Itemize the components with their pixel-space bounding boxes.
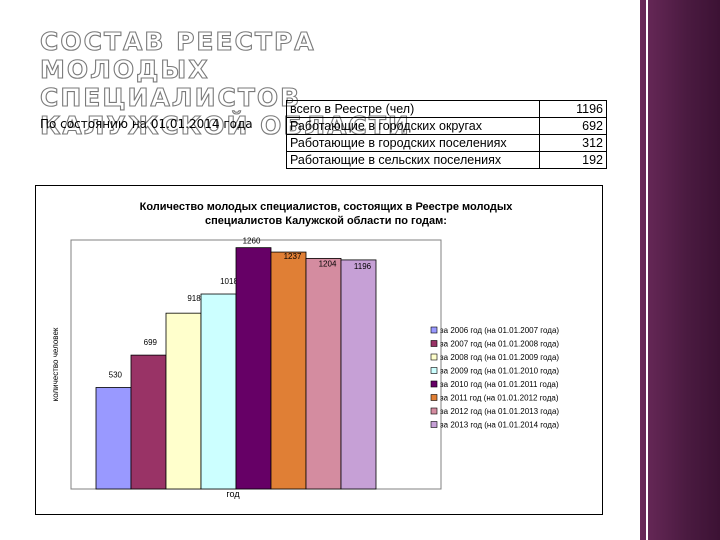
legend-swatch xyxy=(430,421,438,428)
legend-entry: за 2012 год (на 01.01.2013 года) xyxy=(440,407,559,416)
bar-3 xyxy=(165,312,202,490)
registry-summary-table: всего в Реестре (чел) 1196 Работающие в го… xyxy=(286,100,607,169)
chart-title: специалистов Калужской области по годам: xyxy=(205,215,447,227)
band-divider-line xyxy=(646,0,648,540)
legend-swatch xyxy=(430,407,438,415)
bar-4 xyxy=(200,293,237,490)
bar-chart: Количество молодых специалистов, состоящ… xyxy=(51,201,559,499)
legend-entry: за 2009 год (на 01.01.2010 года) xyxy=(440,367,559,376)
x-axis-label: год xyxy=(226,489,240,499)
legend-entry: за 2013 год (на 01.01.2014 года) xyxy=(440,421,559,430)
bar-value-label: 1018 xyxy=(220,277,238,286)
bar-value-label: 1237 xyxy=(284,252,302,261)
chart-title: Количество молодых специалистов, состоящ… xyxy=(140,201,514,213)
bar-5 xyxy=(235,247,272,490)
registry-row-value: 312 xyxy=(539,134,607,152)
legend-entry: за 2007 год (на 01.01.2008 года) xyxy=(440,340,559,349)
registry-row-value: 1196 xyxy=(539,100,607,118)
bar-value-label: 918 xyxy=(187,294,201,303)
registry-row: Работающие в сельских поселениях 192 xyxy=(286,151,607,169)
legend-swatch xyxy=(430,367,438,374)
bar-value-label: 699 xyxy=(144,338,158,347)
bar-value-label: 1196 xyxy=(354,262,372,271)
bar-7 xyxy=(305,257,342,490)
registry-row-label: Работающие в городских поселениях xyxy=(286,134,540,152)
registry-row-label: всего в Реестре (чел) xyxy=(286,100,540,118)
decorative-side-band xyxy=(640,0,720,540)
registry-row: всего в Реестре (чел) 1196 xyxy=(286,100,607,118)
bar-2 xyxy=(130,354,167,490)
slide-subtitle: По состоянию на 01.01.2014 года xyxy=(40,117,253,131)
legend-entry: за 2008 год (на 01.01.2009 года) xyxy=(440,353,559,362)
legend-swatch xyxy=(430,353,438,361)
bar-value-label: 1204 xyxy=(319,259,337,268)
chart-area: Количество молодых специалистов, состоящ… xyxy=(35,185,603,515)
bar-8 xyxy=(340,259,377,490)
bar-6 xyxy=(270,251,307,490)
legend-entry: за 2011 год (на 01.01.2012 года) xyxy=(440,394,559,403)
registry-row: Работающие в городских поселениях 312 xyxy=(286,134,607,152)
legend-swatch xyxy=(430,326,438,334)
bar-value-label: 530 xyxy=(109,370,123,379)
legend-swatch xyxy=(430,394,438,401)
registry-row-value: 692 xyxy=(539,117,607,135)
bar-value-label: 1260 xyxy=(243,237,261,246)
registry-row-value: 192 xyxy=(539,151,607,169)
legend-entry: за 2010 год (на 01.01.2011 года) xyxy=(440,380,559,389)
legend-entry: за 2006 год (на 01.01.2007 года) xyxy=(440,326,559,335)
registry-row-label: Работающие в городских округах xyxy=(286,117,540,135)
legend-swatch xyxy=(430,380,438,388)
y-axis-label: количество человек xyxy=(51,327,60,401)
legend-swatch xyxy=(430,340,438,347)
bar-1 xyxy=(95,387,132,490)
registry-row-label: Работающие в сельских поселениях xyxy=(286,151,540,169)
registry-row: Работающие в городских округах 692 xyxy=(286,117,607,135)
